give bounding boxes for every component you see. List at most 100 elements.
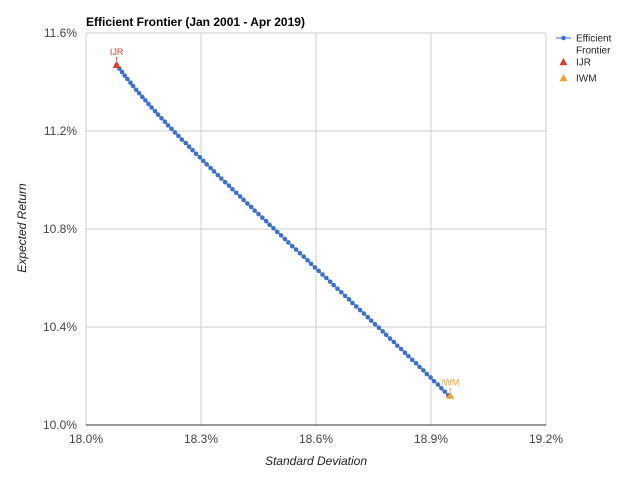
- frontier-point: [155, 112, 161, 117]
- frontier-point: [146, 101, 151, 107]
- frontier-point: [136, 90, 142, 96]
- frontier-point: [119, 69, 125, 75]
- frontier-point: [197, 154, 203, 160]
- frontier-point: [342, 293, 348, 299]
- frontier-point: [215, 172, 221, 178]
- legend-swatch-ijr: [559, 58, 568, 66]
- ijr-data-label: IJR: [110, 47, 124, 57]
- frontier-point: [431, 378, 437, 384]
- frontier-point: [230, 187, 235, 192]
- frontier-point: [406, 353, 411, 359]
- frontier-point: [172, 130, 178, 135]
- frontier-point: [421, 368, 426, 373]
- legend-label-iwm: IWM: [576, 74, 597, 85]
- grid: [85, 32, 547, 426]
- chart-title: Efficient Frontier (Jan 2001 - Apr 2019): [86, 15, 305, 29]
- frontier-point: [130, 83, 136, 89]
- frontier-point: [140, 94, 145, 100]
- frontier-point: [346, 297, 352, 302]
- frontier-point: [222, 179, 228, 185]
- frontier-point: [308, 261, 314, 267]
- frontier-point: [368, 318, 374, 323]
- frontier-point: [380, 329, 386, 334]
- frontier-point: [252, 208, 257, 213]
- frontier-point: [327, 279, 333, 284]
- frontier-point: [289, 243, 295, 249]
- x-tick-label: 18.6%: [299, 432, 333, 446]
- legend-marker-efficient-frontier: [561, 35, 566, 41]
- x-tick-label: 18.9%: [414, 432, 448, 446]
- frontier-point: [208, 165, 213, 171]
- frontier-point: [293, 247, 299, 252]
- frontier-point: [305, 258, 310, 263]
- y-axis-title: Expected Return: [15, 183, 29, 273]
- frontier-point: [282, 236, 288, 242]
- frontier-point: [435, 382, 441, 387]
- frontier-point: [226, 183, 232, 188]
- y-tick-label: 10.0%: [43, 418, 77, 432]
- frontier-point: [409, 357, 415, 363]
- frontier-point: [152, 108, 158, 114]
- frontier-point: [372, 322, 378, 327]
- x-tick-label: 18.3%: [184, 432, 218, 446]
- frontier-point: [331, 282, 336, 288]
- frontier-point: [424, 371, 430, 377]
- frontier-point: [361, 311, 367, 316]
- frontier-point: [394, 343, 400, 348]
- frontier-point: [176, 133, 181, 139]
- x-axis-title: Standard Deviation: [265, 454, 367, 468]
- frontier-point: [233, 190, 239, 196]
- y-tick-label: 11.6%: [44, 26, 77, 40]
- frontier-point: [125, 76, 130, 82]
- frontier-point: [312, 265, 318, 270]
- frontier-line: [116, 64, 449, 396]
- frontier-point: [402, 350, 408, 356]
- frontier-point: [286, 240, 291, 245]
- frontier-point: [162, 119, 168, 124]
- frontier-point: [143, 98, 148, 103]
- tick-labels: 18.0% 18.3% 18.6% 18.9% 19.2% 10.0% 10.4% 10.8%…: [43, 26, 563, 446]
- frontier-point: [241, 197, 246, 203]
- legend-label-efficient-frontier: Efficient Frontier: [576, 34, 612, 57]
- frontier-point: [350, 300, 355, 306]
- frontier-point: [204, 162, 210, 167]
- frontier-point: [339, 289, 344, 295]
- frontier-point: [159, 115, 164, 121]
- frontier-point: [301, 254, 307, 259]
- frontier-point: [376, 325, 382, 331]
- frontier-point: [201, 158, 206, 164]
- frontier-point: [417, 364, 422, 370]
- frontier-point: [442, 389, 448, 394]
- frontier-point: [245, 201, 250, 206]
- frontier-point: [320, 272, 325, 277]
- frontier-point: [179, 137, 185, 142]
- frontier-point: [237, 194, 243, 199]
- frontier-point: [439, 385, 444, 391]
- y-tick-label: 10.8%: [43, 222, 77, 236]
- frontier-point: [263, 218, 269, 224]
- frontier-point: [165, 123, 171, 128]
- frontier-point: [353, 304, 359, 309]
- frontier-point: [122, 73, 128, 78]
- frontier-point: [271, 225, 276, 231]
- frontier-point: [387, 336, 393, 341]
- frontier-point: [256, 211, 261, 217]
- plot-area: IJR IWM: [110, 47, 460, 399]
- frontier-point: [149, 105, 154, 110]
- frontier-point: [183, 140, 188, 146]
- frontier-point: [428, 375, 433, 380]
- frontier-point: [186, 144, 192, 149]
- frontier-point: [297, 250, 303, 256]
- frontier-point: [193, 151, 199, 157]
- frontier-point: [335, 286, 340, 292]
- frontier-point: [169, 126, 174, 132]
- frontier-point: [278, 233, 284, 238]
- frontier-point: [260, 215, 265, 221]
- frontier-point: [391, 339, 397, 345]
- y-tick-label: 10.4%: [43, 320, 77, 334]
- frontier-point: [357, 307, 363, 313]
- iwm-data-label: IWM: [441, 378, 460, 388]
